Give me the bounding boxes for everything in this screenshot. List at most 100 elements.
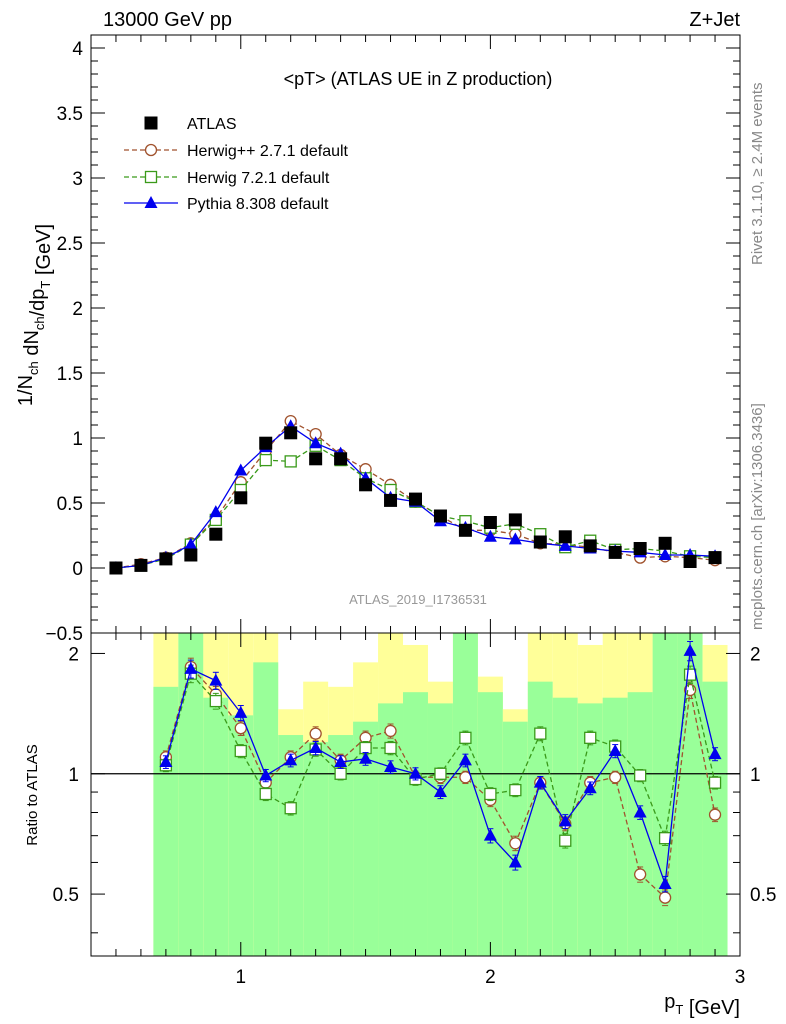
ratio-point — [584, 731, 597, 744]
series-atlas — [109, 426, 722, 575]
ratio-point — [658, 891, 672, 904]
ratio-point — [609, 771, 622, 784]
data-point — [209, 527, 223, 541]
ratio-point — [359, 751, 373, 764]
data-point — [159, 552, 173, 566]
ratio-point — [309, 727, 322, 740]
ratio-point — [159, 755, 173, 768]
data-point — [608, 545, 622, 559]
data-point — [658, 536, 672, 550]
data-point — [234, 491, 248, 505]
x-tick-label: 1 — [235, 967, 246, 988]
ratio-y-tick-label-right: 1 — [750, 765, 761, 786]
ratio-point — [708, 747, 722, 760]
legend-label: Pythia 8.308 default — [187, 196, 329, 213]
ratio-point — [508, 855, 522, 868]
data-point — [483, 516, 497, 529]
data-point — [359, 478, 373, 492]
legend-marker — [144, 170, 158, 184]
band-inner — [278, 735, 304, 956]
data-point — [508, 513, 522, 527]
band-inner — [602, 697, 628, 956]
ratio-point — [533, 775, 547, 788]
data-point — [558, 530, 572, 544]
main-x-ticks — [115, 35, 741, 633]
data-point — [533, 535, 547, 549]
data-point — [458, 523, 472, 537]
ratio-point — [483, 828, 497, 841]
data-point — [683, 555, 697, 568]
ratio-point — [334, 767, 347, 780]
data-point — [558, 538, 572, 551]
ratio-y-tick-label-right: 0.5 — [750, 885, 776, 906]
data-point — [184, 548, 198, 562]
band-inner — [303, 742, 329, 956]
band-inner — [652, 633, 678, 956]
ratio-y-ticks: 0.5 0.5 1 1 2 2 — [53, 644, 776, 934]
ratio-point — [284, 753, 298, 766]
y-tick-label: 1.5 — [57, 364, 83, 385]
data-point — [309, 452, 323, 466]
data-point — [583, 539, 597, 553]
main-y-ticks — [91, 47, 740, 634]
data-point — [284, 455, 297, 468]
legend-label: ATLAS — [187, 116, 237, 133]
legend-marker — [144, 116, 158, 130]
ratio-point — [234, 744, 247, 758]
data-point — [508, 532, 522, 545]
main-series — [109, 414, 722, 575]
ratio-point — [409, 766, 422, 779]
ratio-point — [484, 787, 497, 801]
ratio-point — [708, 776, 722, 789]
legend-item: Herwig++ 2.7.1 default — [124, 143, 349, 160]
ratio-point — [384, 724, 397, 738]
x-axis-label: pT [GeV] — [664, 991, 740, 1019]
ratio-point — [433, 785, 447, 798]
x-tick-label: 3 — [735, 967, 746, 988]
ratio-point — [708, 808, 722, 821]
band-inner — [577, 703, 603, 956]
ratio-series — [159, 640, 722, 907]
process-label: Z+Jet — [689, 9, 740, 31]
ratio-point — [234, 705, 248, 718]
data-point — [209, 505, 223, 518]
legend-item: Pythia 8.308 default — [124, 196, 329, 213]
y-tick-label: 0.5 — [57, 494, 83, 515]
ratio-point — [558, 814, 572, 827]
band-inner — [627, 692, 653, 956]
ratio-point — [259, 768, 273, 781]
ratio-point — [184, 661, 198, 674]
band-inner — [477, 692, 503, 956]
ratio-point — [284, 802, 297, 815]
rivet-label: Rivet 3.1.10, ≥ 2.4M events — [749, 83, 766, 266]
ratio-y-tick-label: 0.5 — [53, 885, 79, 906]
ratio-point — [309, 741, 323, 754]
series-herwig-7-2-1-default — [109, 439, 722, 575]
legend-marker — [144, 143, 158, 157]
ratio-point — [384, 741, 397, 755]
y-tick-label: 3.5 — [57, 104, 83, 125]
data-point — [658, 548, 672, 560]
data-point — [284, 426, 298, 440]
legend-label: Herwig++ 2.7.1 default — [187, 143, 349, 160]
ratio-y-axis-label: Ratio to ATLAS — [24, 744, 41, 845]
x-tick-label: 2 — [485, 967, 496, 988]
ratio-point — [658, 876, 672, 889]
mcplots-label: mcplots.cern.ch [arXiv:1306.3436] — [749, 403, 766, 630]
band-inner — [403, 692, 428, 956]
data-point — [134, 558, 148, 572]
legend-marker — [144, 196, 158, 208]
ratio-point — [608, 744, 622, 757]
y-tick-label: 2 — [72, 299, 83, 320]
legend-item: ATLAS — [144, 116, 237, 133]
y-tick-label: 0 — [72, 559, 83, 580]
ratio-point — [559, 834, 572, 847]
ratio-series-pythia-8-308-default — [159, 640, 722, 893]
legend-item: Herwig 7.2.1 default — [124, 170, 330, 187]
ratio-point — [683, 668, 697, 681]
data-point — [633, 542, 647, 555]
ratio-point — [234, 722, 247, 735]
band-inner — [203, 697, 229, 956]
main-y-tick-labels: −0.5 0 0.5 1 1.5 2 2.5 3 3.5 4 — [45, 39, 83, 645]
